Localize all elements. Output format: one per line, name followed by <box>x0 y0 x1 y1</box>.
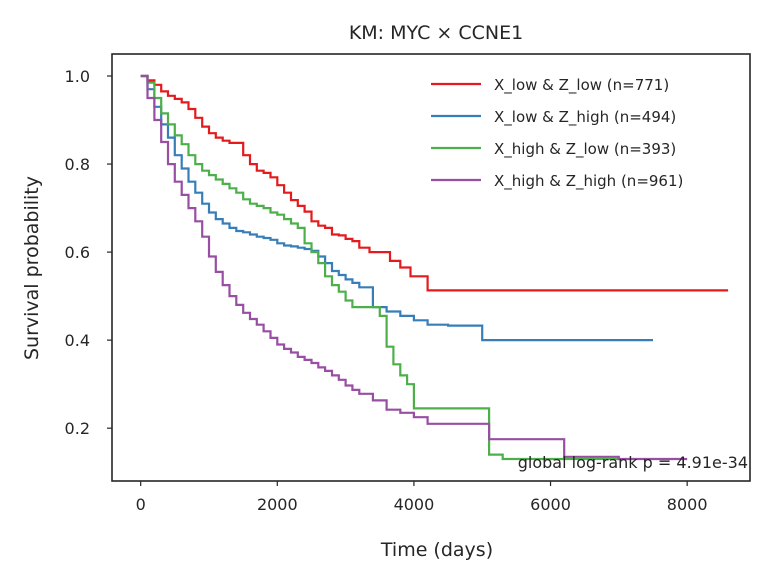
legend-label-2: X_low & Z_high (n=494) <box>494 108 676 127</box>
plot-frame <box>111 53 751 482</box>
y-tick-label: 0.6 <box>65 243 90 262</box>
x-tick-label: 4000 <box>394 495 435 514</box>
legend: X_low & Z_low (n=771) X_low & Z_high (n=4… <box>431 76 683 191</box>
chart-title: KM: MYC × CCNE1 <box>349 22 523 44</box>
x-axis-ticks: 0 2000 4000 6000 8000 <box>136 481 708 514</box>
x-tick-label: 2000 <box>257 495 298 514</box>
km-curve-1 <box>140 74 729 292</box>
km-curve-4 <box>140 74 688 461</box>
x-tick-label: 6000 <box>530 495 571 514</box>
km-curve-2 <box>140 74 653 342</box>
y-tick-label: 0.4 <box>65 331 90 350</box>
legend-label-1: X_low & Z_low (n=771) <box>494 76 669 95</box>
y-tick-label: 0.2 <box>65 419 90 438</box>
legend-label-4: X_high & Z_high (n=961) <box>494 172 683 191</box>
y-axis-ticks: 0.2 0.4 0.6 0.8 1.0 <box>65 67 112 438</box>
x-tick-label: 8000 <box>667 495 708 514</box>
y-tick-label: 1.0 <box>65 67 90 86</box>
logrank-annotation: global log-rank p = 4.91e-34 <box>518 453 748 472</box>
y-axis-label: Survival probability <box>21 176 43 360</box>
x-tick-label: 0 <box>136 495 146 514</box>
curves-group <box>140 74 729 461</box>
y-tick-label: 0.8 <box>65 155 90 174</box>
km-curve-3 <box>140 74 619 461</box>
x-axis-label: Time (days) <box>380 539 493 561</box>
legend-label-3: X_high & Z_low (n=393) <box>494 140 676 159</box>
